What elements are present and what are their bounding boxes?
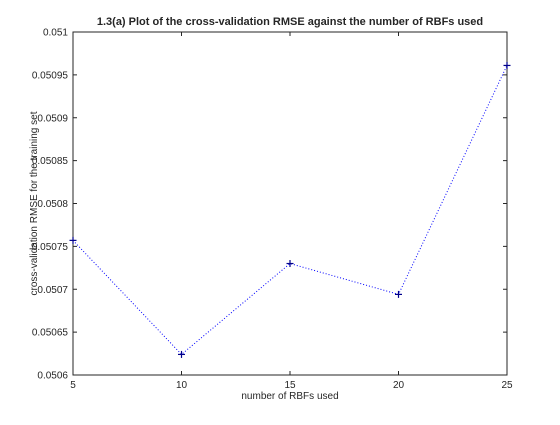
y-tick-label: 0.0509 [37, 113, 68, 124]
x-tick-label: 25 [501, 380, 513, 391]
y-tick-label: 0.05085 [32, 156, 69, 167]
data-point [503, 61, 511, 69]
y-tick-label: 0.051 [43, 28, 68, 39]
chart-title: 1.3(a) Plot of the cross-validation RMSE… [97, 16, 483, 28]
x-tick-label: 15 [284, 380, 296, 391]
plot-frame [72, 31, 508, 376]
x-axis-ticks: 5 10 15 20 25 [70, 32, 513, 391]
data-point [178, 350, 185, 358]
series-group [69, 61, 511, 358]
y-axis-label: cross-validation RMSE for the training s… [29, 111, 40, 295]
data-point [69, 236, 77, 244]
y-tick-label: 0.05075 [32, 242, 69, 253]
y-tick-label: 0.05065 [32, 328, 69, 339]
data-point [286, 260, 294, 268]
x-tick-label: 10 [176, 380, 188, 391]
y-tick-label: 0.0506 [37, 371, 68, 382]
y-axis-ticks: 0.0506 0.05065 0.0507 0.05075 0.0508 0.05085 0… [32, 28, 507, 382]
y-tick-label: 0.05095 [32, 70, 69, 81]
y-tick-label: 0.0507 [37, 285, 68, 296]
x-axis-label: number of RBFs used [241, 391, 338, 402]
y-tick-label: 0.0508 [37, 199, 68, 210]
data-point [395, 290, 402, 298]
x-tick-label: 20 [393, 380, 405, 391]
x-tick-label: 5 [70, 380, 76, 391]
